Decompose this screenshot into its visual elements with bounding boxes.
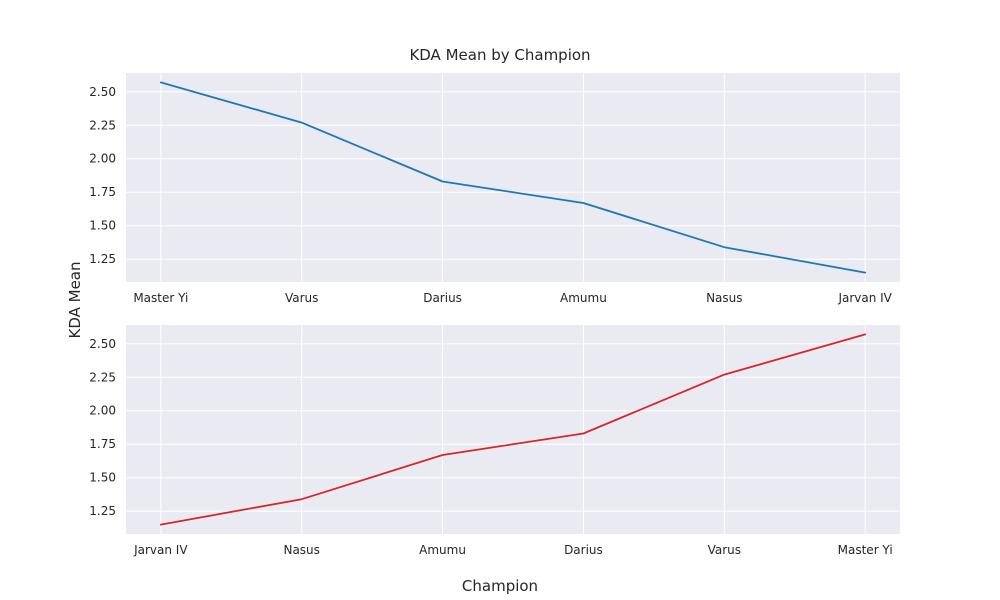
series-line [159,81,867,274]
x-tick-label: Varus [708,543,741,557]
x-tick-label: Darius [564,543,603,557]
y-tick-label: 1.75 [89,185,116,199]
y-tick-label: 1.25 [89,504,116,518]
plot-area [126,73,900,282]
data-point [863,271,867,275]
data-point [159,523,163,527]
chart-title: KDA Mean by Champion [409,46,590,64]
x-tick-label: Nasus [706,291,742,305]
y-axis-label: KDA Mean [66,261,84,338]
y-tick-label: 2.00 [89,152,116,166]
data-point [441,180,445,184]
bottom-line-panel: 1.25 1.50 1.75 2.00 2.25 2.50 Jarvan IV Nasus Am… [89,325,900,557]
data-point [159,80,163,84]
series-line [159,333,867,526]
data-point [300,497,304,501]
x-tick-label: Amumu [419,543,466,557]
x-tick-label: Darius [423,291,462,305]
x-axis-label: Champion [462,577,538,595]
x-tick-label: Master Yi [838,543,893,557]
y-tick-label: 1.50 [89,219,116,233]
plot-area [126,325,900,534]
y-tick-label: 2.50 [89,85,116,99]
y-tick-label: 2.25 [89,370,116,384]
data-point [863,332,867,336]
x-tick-label: Jarvan IV [133,543,188,557]
y-tick-label: 2.50 [89,337,116,351]
x-tick-label: Varus [285,291,318,305]
x-tick-label: Master Yi [133,291,188,305]
x-tick-label: Amumu [560,291,607,305]
y-tick-label: 2.00 [89,404,116,418]
x-tick-label: Nasus [283,543,319,557]
y-tick-label: 2.25 [89,118,116,132]
data-point [441,453,445,457]
data-point [581,432,585,436]
y-tick-label: 1.25 [89,252,116,266]
data-point [722,245,726,249]
y-tick-label: 1.50 [89,471,116,485]
data-point [581,201,585,205]
y-tick-label: 1.75 [89,437,116,451]
data-point [300,121,304,125]
top-line-panel: 1.25 1.50 1.75 2.00 2.25 2.50 Master Yi Varus Da… [89,73,900,305]
data-point [722,373,726,377]
x-tick-label: Jarvan IV [837,291,892,305]
